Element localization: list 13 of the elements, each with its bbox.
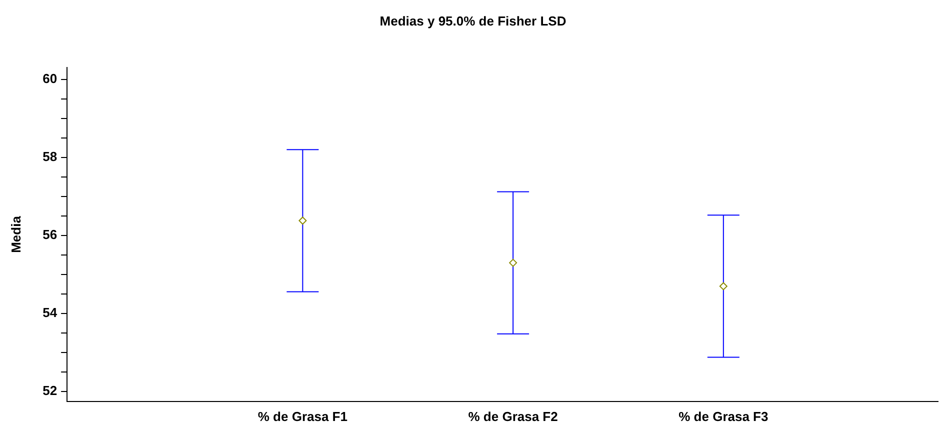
point (719, 282, 728, 290)
x-tick-label: % de Grasa F1 (258, 408, 348, 424)
chart-title: Medias y 95.0% de Fisher LSD (380, 13, 566, 28)
y-tick-label: 54 (42, 305, 58, 320)
y-axis-title: Media (8, 215, 24, 253)
y-tick-label: 52 (42, 383, 58, 398)
x-tick-label: % de Grasa F3 (678, 408, 768, 424)
y-tick-label: 56 (42, 227, 58, 242)
x-tick-label: % de Grasa F2 (468, 408, 558, 424)
y-tick-label: 60 (42, 70, 58, 86)
point (509, 258, 518, 267)
y-tick-label: 58 (42, 148, 58, 164)
point (298, 216, 307, 225)
